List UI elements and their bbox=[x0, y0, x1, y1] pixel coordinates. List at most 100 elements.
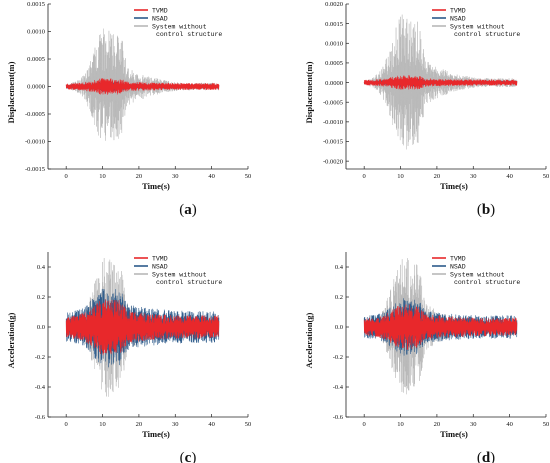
y-axis-label: Acceleration(g) bbox=[304, 312, 314, 368]
x-axis-label: Time(s) bbox=[142, 181, 170, 191]
y-tick-label: 0.0000 bbox=[27, 84, 45, 91]
x-tick-label: 10 bbox=[99, 173, 106, 180]
caption-open-paren: ( bbox=[180, 450, 185, 463]
x-axis-label: Time(s) bbox=[440, 429, 468, 439]
y-axis-label: Displacement(m) bbox=[6, 61, 16, 123]
y-tick-label: 0.0020 bbox=[325, 1, 343, 8]
y-tick-label: 0.0000 bbox=[325, 80, 343, 87]
y-tick-label: 0.0010 bbox=[27, 29, 45, 36]
x-tick-label: 20 bbox=[434, 173, 441, 180]
panel-caption: (c) bbox=[180, 450, 197, 463]
x-tick-label: 50 bbox=[245, 421, 252, 428]
y-tick-label: 0.2 bbox=[335, 294, 343, 301]
x-tick-label: 10 bbox=[397, 173, 404, 180]
series-tvmd-line bbox=[65, 78, 220, 95]
caption-letter: b bbox=[482, 202, 490, 218]
x-tick-label: 40 bbox=[506, 421, 513, 428]
y-tick-label: 0.0005 bbox=[27, 56, 45, 63]
y-tick-label: -0.0010 bbox=[25, 139, 45, 146]
caption-close-paren: ) bbox=[192, 202, 197, 218]
y-tick-label: -0.6 bbox=[333, 414, 344, 421]
x-tick-label: 40 bbox=[506, 173, 513, 180]
x-tick-label: 0 bbox=[65, 421, 68, 428]
x-tick-label: 40 bbox=[208, 173, 215, 180]
caption-close-paren: ) bbox=[191, 450, 196, 463]
panel-caption: (a) bbox=[179, 202, 197, 218]
series-tvmd-line bbox=[363, 304, 518, 350]
y-tick-label: -0.0015 bbox=[25, 166, 45, 173]
legend-label-nsad: NSAD bbox=[152, 15, 168, 22]
caption-open-paren: ( bbox=[477, 202, 482, 218]
x-tick-label: 30 bbox=[470, 421, 477, 428]
legend-label-tvmd: TVMD bbox=[152, 7, 168, 14]
x-tick-label: 10 bbox=[397, 421, 404, 428]
legend-label-line: System without bbox=[450, 271, 505, 278]
y-tick-label: -0.0015 bbox=[323, 139, 343, 146]
legend-label-tvmd: TVMD bbox=[450, 7, 466, 14]
legend-label-nsad: NSAD bbox=[450, 263, 466, 270]
legend-label-nsad: NSAD bbox=[152, 263, 168, 270]
chart-panel-b: 0.0020 0.0015 0.0010 0.0005 0.0000 -0.0005 -0.… bbox=[304, 1, 549, 218]
x-axis-label: Time(s) bbox=[142, 429, 170, 439]
x-tick-label: 20 bbox=[136, 421, 143, 428]
x-tick-label: 20 bbox=[136, 173, 143, 180]
legend-label-nsad: NSAD bbox=[450, 15, 466, 22]
y-tick-label: 0.2 bbox=[37, 294, 45, 301]
caption-close-paren: ) bbox=[490, 450, 495, 463]
legend-label-line: System without bbox=[450, 23, 505, 30]
x-tick-label: 50 bbox=[543, 421, 550, 428]
panel-caption: (b) bbox=[477, 202, 495, 218]
x-tick-label: 10 bbox=[99, 421, 106, 428]
y-tick-label: -0.6 bbox=[35, 414, 46, 421]
y-tick-label: 0.4 bbox=[335, 264, 344, 271]
y-tick-label: -0.4 bbox=[35, 384, 46, 391]
x-tick-label: 40 bbox=[208, 421, 215, 428]
y-tick-label: -0.2 bbox=[333, 354, 343, 361]
x-tick-label: 50 bbox=[543, 173, 550, 180]
legend-label-uncontrolled: System without control structure bbox=[152, 271, 222, 286]
caption-open-paren: ( bbox=[477, 450, 482, 463]
y-tick-label: -0.0005 bbox=[323, 99, 343, 106]
caption-close-paren: ) bbox=[490, 202, 495, 218]
y-tick-label: 0.0005 bbox=[325, 60, 343, 67]
x-axis-label: Time(s) bbox=[440, 181, 468, 191]
legend-label-line: System without bbox=[152, 271, 207, 278]
x-tick-label: 50 bbox=[245, 173, 252, 180]
y-axis-label: Acceleration(g) bbox=[6, 312, 16, 368]
x-tick-label: 30 bbox=[470, 173, 477, 180]
caption-letter: c bbox=[185, 450, 192, 463]
series-tvmd-line bbox=[65, 299, 220, 356]
series-tvmd-line bbox=[363, 75, 518, 90]
y-tick-label: 0.4 bbox=[37, 264, 46, 271]
x-tick-label: 20 bbox=[434, 421, 441, 428]
legend-label-line: System without bbox=[152, 23, 207, 30]
legend-label-line: control structure bbox=[156, 279, 222, 286]
chart-panel-a: 0.0015 0.0010 0.0005 0.0000 -0.0005 -0.0010 -0… bbox=[6, 1, 251, 218]
x-tick-label: 30 bbox=[172, 421, 179, 428]
y-tick-label: -0.0020 bbox=[323, 158, 343, 165]
y-tick-label: -0.4 bbox=[333, 384, 344, 391]
legend-label-uncontrolled: System without control structure bbox=[152, 23, 222, 38]
y-tick-label: 0.0015 bbox=[325, 21, 343, 28]
legend-label-line: control structure bbox=[454, 279, 520, 286]
y-tick-label: -0.2 bbox=[35, 354, 45, 361]
y-axis-label: Displacement(m) bbox=[304, 61, 314, 123]
y-tick-label: -0.0010 bbox=[323, 119, 343, 126]
legend-label-line: control structure bbox=[454, 31, 520, 38]
legend-label-uncontrolled: System without control structure bbox=[450, 271, 520, 286]
y-tick-label: 0.0 bbox=[37, 324, 45, 331]
caption-letter: a bbox=[184, 202, 192, 218]
y-tick-label: 0.0010 bbox=[325, 40, 343, 47]
legend-label-uncontrolled: System without control structure bbox=[450, 23, 520, 38]
x-tick-label: 30 bbox=[172, 173, 179, 180]
y-tick-label: 0.0 bbox=[335, 324, 343, 331]
legend-label-tvmd: TVMD bbox=[450, 255, 466, 262]
x-tick-label: 0 bbox=[363, 173, 366, 180]
y-tick-label: -0.0005 bbox=[25, 111, 45, 118]
chart-panel-d: 0.4 0.2 0.0 -0.2 -0.4 -0.6 0 10 20 30 40 50 Time(s) A… bbox=[304, 252, 549, 463]
